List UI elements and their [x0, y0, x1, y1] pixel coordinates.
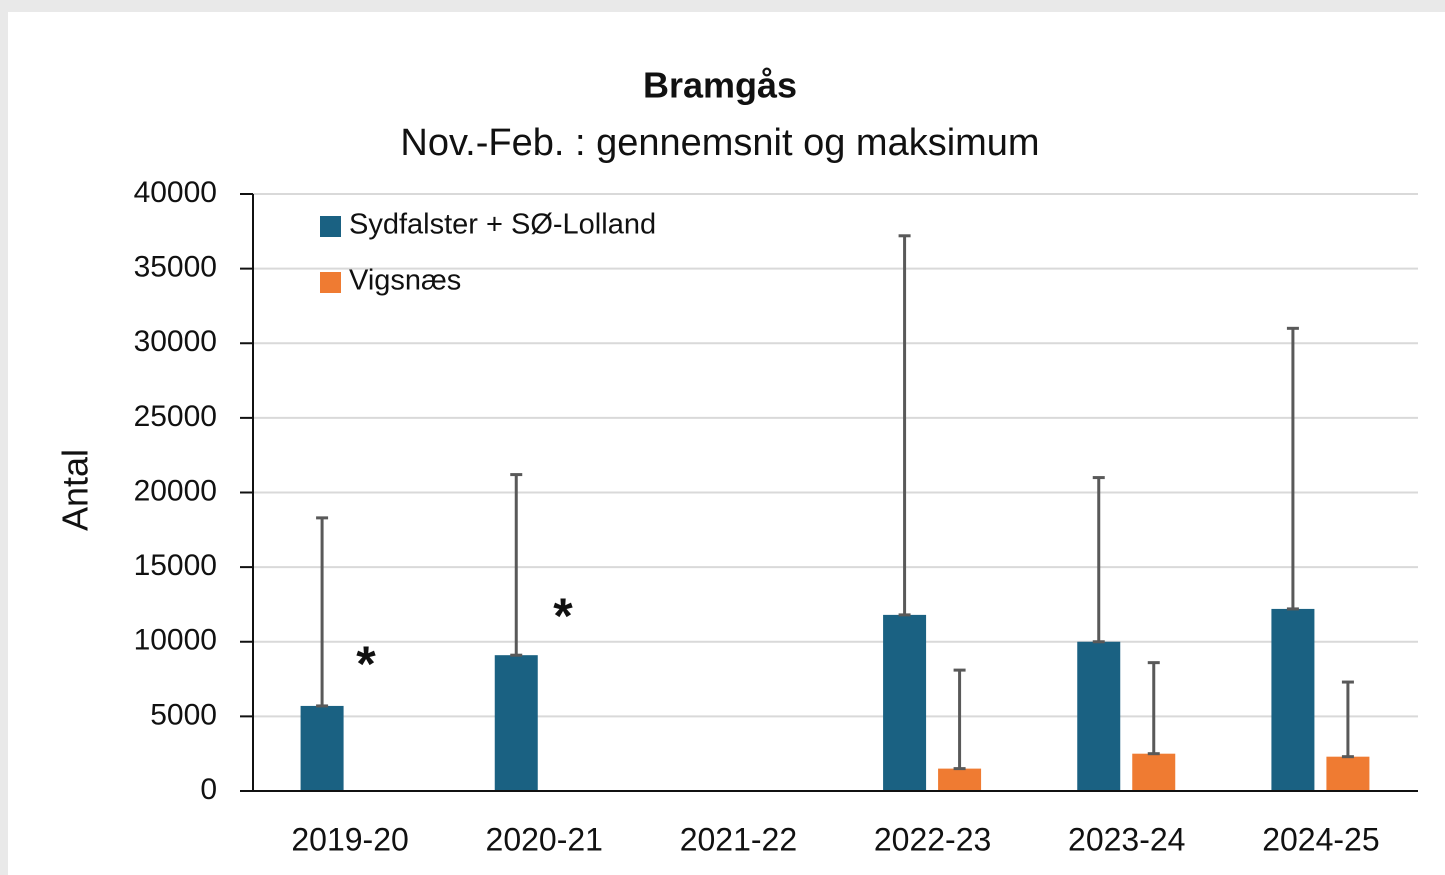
- y-axis-label: Antal: [55, 449, 96, 531]
- y-tick-label: 10000: [134, 624, 217, 657]
- x-tick-label: 2019-20: [291, 821, 408, 857]
- y-tick-label: 15000: [134, 549, 217, 582]
- legend-label: Sydfalster + SØ-Lolland: [349, 209, 656, 241]
- chart-panel: [8, 12, 1445, 875]
- x-tick-label: 2023-24: [1068, 821, 1185, 857]
- legend-swatch: [320, 216, 341, 237]
- chart-title: Bramgås: [643, 65, 797, 106]
- bar: [1326, 756, 1370, 791]
- annotation: *: [553, 588, 573, 644]
- y-tick-label: 40000: [134, 176, 217, 209]
- legend-label: Vigsnæs: [349, 265, 461, 297]
- x-tick-label: 2024-25: [1262, 821, 1379, 857]
- annotation: *: [356, 636, 376, 692]
- legend-swatch: [320, 272, 341, 293]
- chart-subtitle: Nov.-Feb. : gennemsnit og maksimum: [400, 122, 1039, 164]
- y-tick-label: 30000: [134, 325, 217, 358]
- bar: [883, 614, 927, 791]
- bar: [300, 705, 344, 791]
- x-tick-label: 2022-23: [874, 821, 991, 857]
- y-tick-label: 0: [200, 773, 217, 806]
- bar: [1271, 608, 1315, 791]
- bar: [1132, 753, 1176, 791]
- bar: [1077, 641, 1121, 791]
- y-tick-label: 25000: [134, 400, 217, 433]
- y-tick-label: 35000: [134, 251, 217, 284]
- bar: [938, 768, 982, 791]
- x-tick-label: 2021-22: [680, 821, 797, 857]
- y-tick-label: 5000: [150, 698, 217, 731]
- x-tick-label: 2020-21: [486, 821, 603, 857]
- y-tick-label: 20000: [134, 474, 217, 507]
- bar: [494, 655, 538, 791]
